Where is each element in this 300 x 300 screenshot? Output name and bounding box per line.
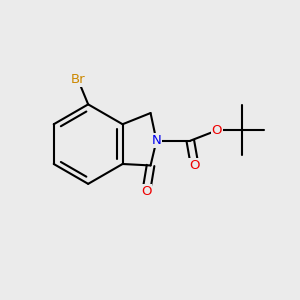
Text: O: O (190, 159, 200, 172)
Text: N: N (152, 134, 161, 147)
Text: O: O (141, 185, 152, 199)
Text: O: O (212, 124, 222, 137)
Text: Br: Br (70, 73, 85, 86)
